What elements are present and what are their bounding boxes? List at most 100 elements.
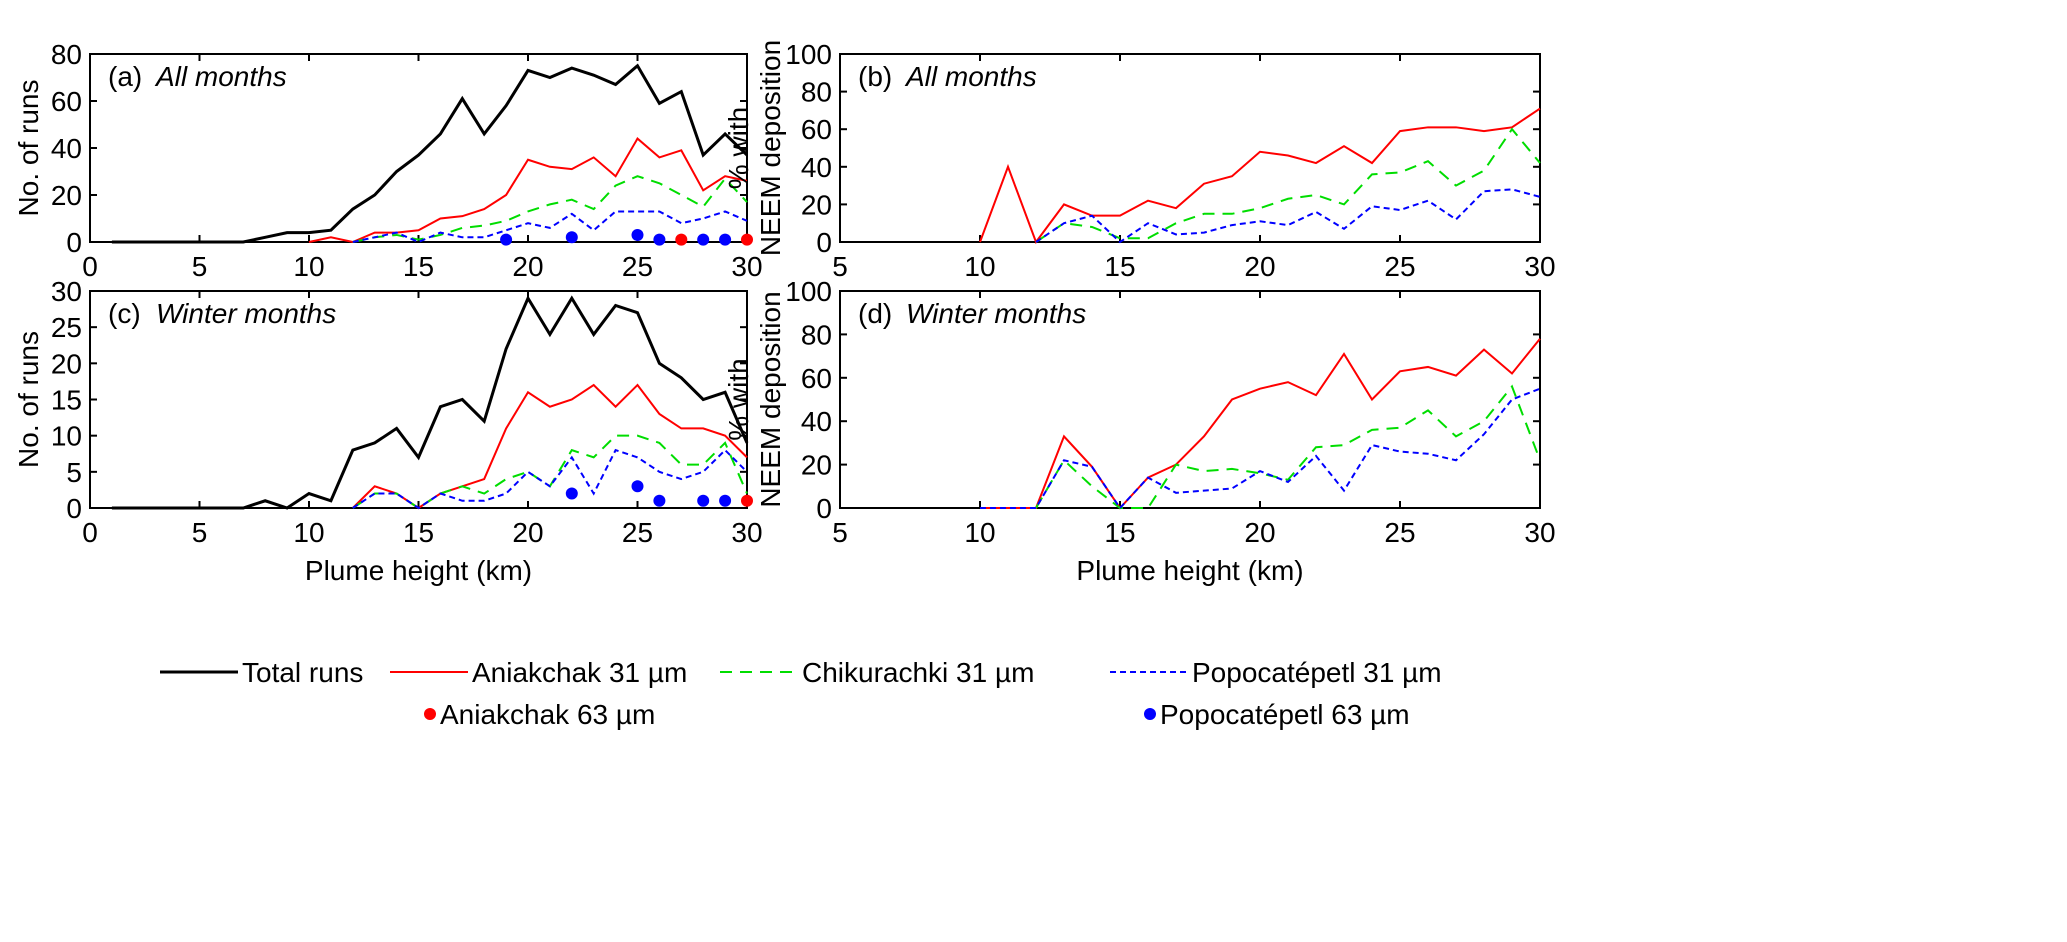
legend-item: Total runs xyxy=(160,657,363,688)
x-tick-label: 20 xyxy=(512,517,543,548)
x-tick-label: 0 xyxy=(82,251,98,282)
y-tick-label: 10 xyxy=(51,421,82,452)
legend-item: Popocatépetl 63 µm xyxy=(1144,699,1410,730)
panel-label: (a) xyxy=(108,61,142,92)
legend-marker xyxy=(1144,708,1156,720)
y-tick-label: 40 xyxy=(801,152,832,183)
series-aniakchak-31-m xyxy=(980,338,1541,510)
y-tick-label: 5 xyxy=(66,457,82,488)
x-tick-label: 15 xyxy=(1104,517,1135,548)
y-axis-label: No. of runs xyxy=(13,331,44,468)
x-tick-label: 30 xyxy=(731,517,762,548)
legend-marker xyxy=(424,708,436,720)
x-tick-label: 25 xyxy=(622,517,653,548)
x-tick-label: 10 xyxy=(293,517,324,548)
y-tick-label: 100 xyxy=(785,39,832,70)
x-tick-label: 0 xyxy=(82,517,98,548)
y-tick-label: 80 xyxy=(801,319,832,350)
panel-title: All months xyxy=(154,61,287,92)
legend-item: Chikurachki 31 µm xyxy=(720,657,1034,688)
panel-title: Winter months xyxy=(906,298,1086,329)
series-chikurachki-31-m xyxy=(1035,127,1541,243)
x-tick-label: 25 xyxy=(1384,517,1415,548)
series-total-runs xyxy=(111,294,749,510)
panel-b: 5 10 15 20 25 30 0 20 40 60 80 100 (b) All months % wi… xyxy=(723,39,1556,282)
x-tick-label: 30 xyxy=(1524,251,1555,282)
panel-label: (d) xyxy=(858,298,892,329)
series-popocat-petl-31-m xyxy=(1035,188,1541,244)
point-popocat-petl-63-m xyxy=(565,487,578,500)
point-popocat-petl-63-m xyxy=(697,494,710,507)
y-tick-label: 80 xyxy=(51,39,82,70)
panel-title: All months xyxy=(904,61,1037,92)
x-axis-label: Plume height (km) xyxy=(1076,555,1303,586)
x-axis-label: Plume height (km) xyxy=(305,555,532,586)
y-tick-label: 0 xyxy=(816,227,832,258)
y-tick-label: 0 xyxy=(66,227,82,258)
y-tick-label: 0 xyxy=(66,493,82,524)
point-popocat-petl-63-m xyxy=(500,233,513,246)
y-tick-label: 40 xyxy=(51,133,82,164)
legend-item: Popocatépetl 31 µm xyxy=(1110,657,1442,688)
series-total-runs xyxy=(111,63,749,244)
x-tick-label: 20 xyxy=(1244,517,1275,548)
point-popocat-petl-63-m xyxy=(565,231,578,244)
legend-label: Aniakchak 31 µm xyxy=(472,657,687,688)
y-tick-label: 60 xyxy=(801,114,832,145)
y-tick-label: 60 xyxy=(801,363,832,394)
x-tick-label: 5 xyxy=(192,251,208,282)
x-tick-label: 30 xyxy=(731,251,762,282)
series-popocat-petl-31-m xyxy=(352,448,748,510)
legend-label: Total runs xyxy=(242,657,363,688)
point-aniakchak-63-m xyxy=(675,233,688,246)
legend-item: Aniakchak 31 µm xyxy=(390,657,687,688)
point-aniakchak-63-m xyxy=(741,233,753,246)
point-popocat-petl-63-m xyxy=(631,228,644,241)
legend-label: Chikurachki 31 µm xyxy=(802,657,1034,688)
y-tick-label: 20 xyxy=(51,348,82,379)
legend-label: Aniakchak 63 µm xyxy=(440,699,655,730)
x-tick-label: 5 xyxy=(832,251,848,282)
panel-title: Winter months xyxy=(156,298,336,329)
y-axis-label-line: NEEM deposition xyxy=(755,40,786,256)
legend: Total runs Aniakchak 31 µm Chikurachki 31 … xyxy=(160,657,1442,730)
y-axis-label-line: % with xyxy=(723,358,754,440)
x-tick-label: 10 xyxy=(293,251,324,282)
point-popocat-petl-63-m xyxy=(719,233,732,246)
y-tick-label: 40 xyxy=(801,406,832,437)
y-tick-label: 100 xyxy=(785,276,832,307)
point-popocat-petl-63-m xyxy=(719,494,732,507)
x-tick-label: 30 xyxy=(1524,517,1555,548)
y-axis-label: % withNEEM deposition xyxy=(723,291,786,507)
x-tick-label: 15 xyxy=(403,251,434,282)
panel-label: (b) xyxy=(858,61,892,92)
y-tick-label: 20 xyxy=(801,450,832,481)
x-tick-label: 20 xyxy=(512,251,543,282)
panel-a: 0 5 10 15 20 25 30 0 20 40 60 80 (a) All months No. of… xyxy=(13,39,763,282)
y-tick-label: 15 xyxy=(51,385,82,416)
y-tick-label: 20 xyxy=(51,180,82,211)
series-aniakchak-31-m xyxy=(979,107,1541,245)
point-popocat-petl-63-m xyxy=(653,494,666,507)
series-popocat-petl-31-m xyxy=(980,387,1541,510)
legend-label: Popocatépetl 63 µm xyxy=(1160,699,1410,730)
x-tick-label: 25 xyxy=(622,251,653,282)
y-axis-label-line: NEEM deposition xyxy=(755,291,786,507)
axes-box xyxy=(839,53,1541,243)
y-axis-label-line: % with xyxy=(723,107,754,189)
series-chikurachki-31-m xyxy=(1035,384,1541,509)
axes-box xyxy=(839,290,1541,509)
panel-d: 5 10 15 20 25 30 0 20 40 60 80 100 (d) Winter months%… xyxy=(723,276,1556,586)
x-tick-label: 5 xyxy=(832,517,848,548)
series-chikurachki-31-m xyxy=(352,175,748,243)
x-tick-label: 25 xyxy=(1384,251,1415,282)
x-tick-label: 10 xyxy=(964,251,995,282)
y-tick-label: 60 xyxy=(51,86,82,117)
y-tick-label: 30 xyxy=(51,276,82,307)
y-axis-label: No. of runs xyxy=(13,80,44,217)
x-tick-label: 15 xyxy=(403,517,434,548)
point-aniakchak-63-m xyxy=(741,494,753,507)
